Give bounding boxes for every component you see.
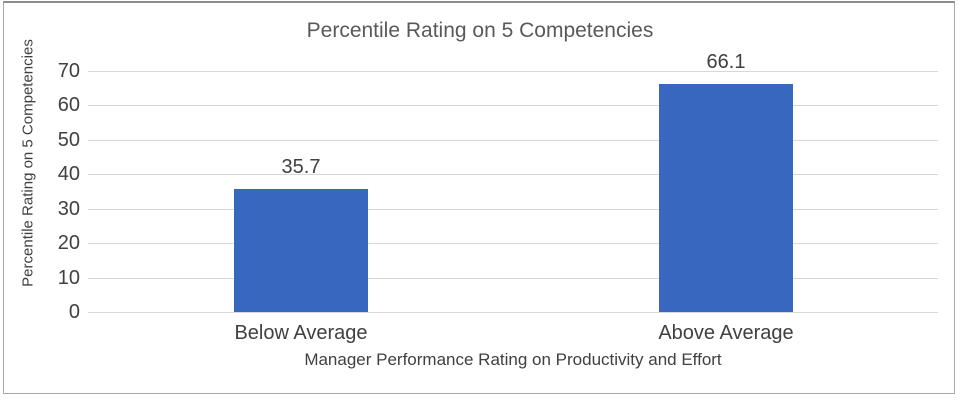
y-tick-label-10: 10 [57,267,80,289]
y-tick-label-40: 40 [57,163,80,185]
y-tick-label-20: 20 [57,232,80,254]
category-label-below-average: Below Average [234,322,368,344]
gridline-20 [88,243,938,244]
y-tick-label-0: 0 [68,301,80,323]
x-axis-line [88,312,938,313]
gridline-50 [88,140,938,141]
gridline-60 [88,105,938,106]
x-axis-title: Manager Performance Rating on Productivi… [304,350,722,369]
gridline-10 [88,278,938,279]
bar-above-average [659,84,793,312]
gridline-40 [88,174,938,175]
gridline-30 [88,209,938,210]
y-tick-label-30: 30 [57,198,80,220]
category-label-above-average: Above Average [658,322,794,344]
bar-below-average [234,189,368,312]
data-label-above-average: 66.1 [706,51,746,73]
gridline-70 [88,71,938,72]
plot-area [88,71,938,313]
y-tick-label-70: 70 [57,60,80,82]
chart-title: Percentile Rating on 5 Competencies [306,19,654,42]
y-tick-label-50: 50 [57,129,80,151]
data-label-below-average: 35.7 [281,156,321,178]
y-tick-label-60: 60 [57,94,80,116]
